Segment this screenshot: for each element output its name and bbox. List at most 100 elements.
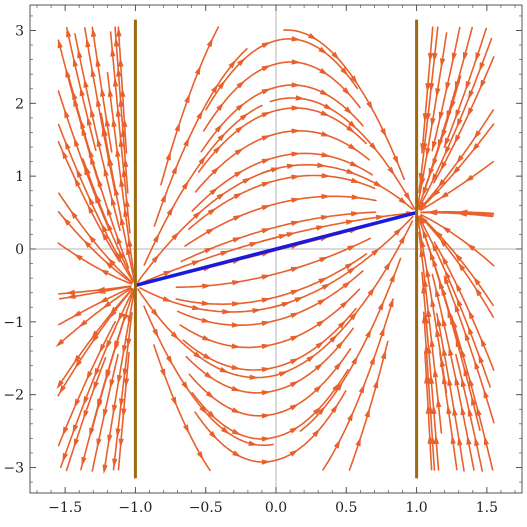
stream-arrow xyxy=(455,109,461,119)
stream-line xyxy=(443,274,495,424)
stream-arrow xyxy=(346,125,356,134)
stream-arrow xyxy=(471,396,477,406)
stream-arrow xyxy=(317,162,327,168)
stream-arrow xyxy=(426,307,432,318)
stream-arrow xyxy=(78,319,88,328)
stream-arrow xyxy=(162,296,173,302)
ticks-layer: −1.5 −1.0 −0.5 0.0 0.5 1.0 1.5 −3 −2 −1 0 1 2 3 xyxy=(3,5,522,516)
stream-arrow xyxy=(249,242,259,248)
stream-arrow xyxy=(261,41,272,49)
stream-arrow xyxy=(261,181,272,188)
stream-arrow xyxy=(333,439,341,449)
stream-arrow xyxy=(109,306,118,316)
stream-arrow xyxy=(216,102,224,112)
stream-arrow xyxy=(451,52,457,63)
stream-arrow xyxy=(439,58,446,68)
stream-line xyxy=(419,215,494,307)
stream-arrow xyxy=(426,344,432,354)
stream-arrow xyxy=(239,112,249,121)
stream-arrow xyxy=(475,52,481,62)
stream-arrow xyxy=(425,147,431,158)
stream-line xyxy=(179,288,361,350)
stream-arrow xyxy=(65,289,75,296)
stream-arrow xyxy=(427,52,434,63)
stream-arrow xyxy=(72,57,78,67)
stream-arrow xyxy=(450,434,456,445)
stream-arrow xyxy=(80,119,86,129)
stream-arrow xyxy=(441,255,449,265)
stream-arrow xyxy=(371,247,381,256)
stream-arrow xyxy=(96,288,106,294)
stream-arrow xyxy=(115,428,121,438)
stream-line xyxy=(58,192,133,284)
stream-arrow xyxy=(340,67,349,77)
stream-arrow xyxy=(321,172,331,179)
stream-arrow xyxy=(102,408,109,419)
stream-arrow xyxy=(291,105,301,111)
stream-arrow xyxy=(457,262,466,272)
stream-line xyxy=(188,172,376,230)
stream-arrow xyxy=(290,266,301,273)
stream-arrow xyxy=(261,88,272,95)
stream-arrow xyxy=(96,137,102,148)
stream-arrow xyxy=(355,436,361,447)
stream-arrow xyxy=(375,214,386,221)
stream-arrow xyxy=(91,334,99,344)
stream-arrow xyxy=(105,339,112,350)
stream-arrow xyxy=(465,80,471,91)
stream-arrow xyxy=(101,223,108,233)
stream-arrow xyxy=(107,257,116,267)
stream-arrow xyxy=(446,110,452,120)
stream-arrow xyxy=(87,204,95,214)
series-layer xyxy=(133,19,419,479)
stream-arrow xyxy=(398,197,408,205)
stream-arrow xyxy=(182,424,190,434)
stream-arrow xyxy=(432,367,439,378)
stream-arrow xyxy=(387,166,395,176)
stream-arrow xyxy=(83,396,89,406)
stream-arrow xyxy=(79,86,85,97)
stream-arrow xyxy=(220,426,230,435)
stream-path xyxy=(57,242,133,285)
stream-arrow xyxy=(261,297,272,303)
stream-arrow xyxy=(83,409,89,420)
stream-arrow xyxy=(460,348,466,358)
y-tick-label: −3 xyxy=(3,461,24,477)
stream-arrow xyxy=(423,314,430,324)
stream-arrow xyxy=(366,101,374,111)
stream-arrow xyxy=(474,360,480,370)
stream-line xyxy=(153,48,248,227)
stream-arrow xyxy=(109,379,115,389)
stream-arrow xyxy=(380,349,387,360)
stream-arrow xyxy=(438,111,444,122)
stream-arrow xyxy=(165,355,173,365)
stream-arrow xyxy=(100,87,106,97)
stream-arrow xyxy=(61,149,69,160)
stream-arrow xyxy=(454,81,461,91)
stream-line xyxy=(202,59,361,132)
x-tick-label: −1.5 xyxy=(48,500,82,516)
stream-line xyxy=(58,286,132,326)
stream-arrow xyxy=(174,122,180,132)
x-tick-label: 0.5 xyxy=(335,500,357,516)
x-tick-label: 1.5 xyxy=(476,500,498,516)
stream-line xyxy=(91,353,119,472)
stream-arrow xyxy=(431,404,437,415)
stream-arrow xyxy=(392,155,399,166)
stream-arrow xyxy=(456,297,463,307)
stream-arrow xyxy=(72,90,78,100)
stream-arrow xyxy=(202,283,212,289)
stream-arrow xyxy=(116,67,122,77)
stream-arrow xyxy=(428,167,434,178)
stream-arrow xyxy=(248,440,258,446)
stream-arrow xyxy=(261,320,272,327)
stream-line xyxy=(433,56,495,184)
stream-line xyxy=(58,285,132,300)
stream-arrow xyxy=(286,232,297,238)
stream-arrow xyxy=(456,154,464,165)
stream-arrow xyxy=(88,195,95,206)
stream-line xyxy=(421,271,440,471)
stream-line xyxy=(455,353,484,472)
stream-arrow xyxy=(429,250,436,261)
stream-arrow xyxy=(289,358,300,365)
